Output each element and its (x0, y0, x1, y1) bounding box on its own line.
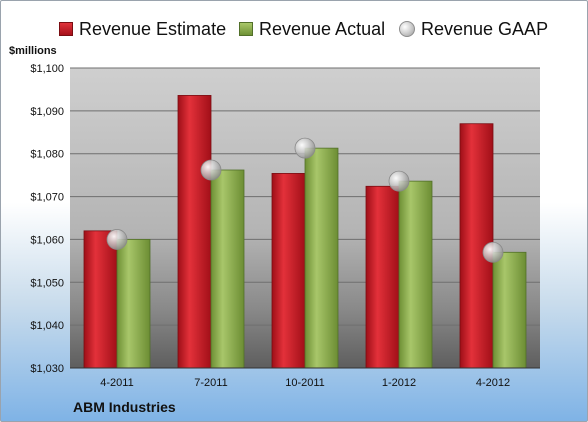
y-tick-label: $1,070 (30, 192, 64, 204)
legend-item-revenue-estimate: Revenue Estimate (59, 17, 226, 41)
legend-label-revenue-actual: Revenue Actual (259, 18, 386, 39)
legend-label-revenue-estimate: Revenue Estimate (79, 18, 227, 39)
x-tick-label: 4-2011 (100, 377, 133, 389)
bar-revenue-actual (116, 239, 151, 369)
legend-swatch-revenue-estimate (59, 22, 73, 36)
legend-item-revenue-gaap: Revenue GAAP (399, 17, 548, 41)
x-tick-label: 7-2011 (194, 377, 227, 389)
y-tick-label: $1,090 (30, 106, 64, 118)
bar-revenue-estimate (271, 173, 306, 369)
company-name: ABM Industries (73, 399, 176, 415)
marker-revenue-gaap (294, 137, 316, 159)
x-tick-label: 4-2012 (476, 377, 510, 389)
legend-item-revenue-actual: Revenue Actual (239, 17, 385, 41)
bar-revenue-actual (492, 251, 527, 369)
marker-revenue-gaap (200, 159, 222, 181)
legend-swatch-revenue-gaap (399, 21, 415, 37)
marker-revenue-gaap (482, 241, 504, 263)
y-tick-label: $1,100 (30, 63, 64, 75)
bar-revenue-actual (210, 169, 245, 369)
x-tick-label: 10-2011 (285, 377, 325, 389)
y-tick-label: $1,080 (30, 149, 64, 161)
y-tick-label: $1,040 (30, 320, 64, 332)
bar-revenue-actual (304, 147, 339, 369)
legend-swatch-revenue-actual (239, 22, 253, 36)
x-axis-ticks: 4-2011 7-2011 10-2011 1-2012 4-2012 (100, 377, 510, 389)
y-axis-unit-label: $millions (9, 45, 57, 57)
y-tick-label: $1,060 (30, 234, 64, 246)
legend-label-revenue-gaap: Revenue GAAP (421, 18, 549, 39)
marker-revenue-gaap (106, 229, 128, 250)
bar-revenue-actual (398, 180, 433, 369)
bar-revenue-estimate (365, 185, 400, 369)
y-tick-label: $1,050 (30, 277, 64, 289)
legend: Revenue Estimate Revenue Actual Revenue … (1, 17, 587, 41)
x-tick-label: 1-2012 (382, 377, 416, 389)
y-tick-label: $1,030 (30, 363, 64, 375)
marker-revenue-gaap (388, 170, 410, 192)
gaap-markers (106, 137, 504, 263)
bars (83, 95, 527, 369)
y-axis-ticks: $1,030 $1,040 $1,050 $1,060 $1,070 $1,080 $1,0… (30, 63, 64, 375)
bar-revenue-estimate (83, 230, 118, 369)
bar-revenue-estimate (177, 95, 212, 369)
